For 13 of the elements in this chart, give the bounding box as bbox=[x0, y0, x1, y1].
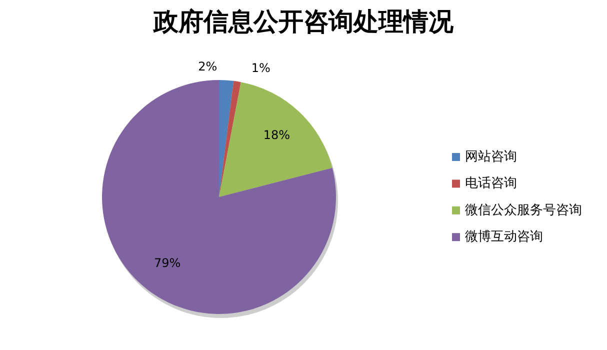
data-label: 79% bbox=[154, 256, 181, 270]
legend-label: 微博互动咨询 bbox=[465, 230, 543, 245]
legend-label: 网站咨询 bbox=[465, 150, 517, 165]
legend-label: 电话咨询 bbox=[465, 176, 517, 192]
data-label: 2% bbox=[198, 60, 218, 74]
pie-slice bbox=[219, 80, 234, 197]
pie-slice bbox=[219, 82, 332, 197]
pie-slice bbox=[102, 80, 336, 314]
legend-label: 微信公众服务号咨询 bbox=[465, 202, 582, 218]
data-label: 1% bbox=[251, 60, 270, 75]
data-label: 18% bbox=[263, 128, 290, 142]
chart-title: 政府信息公开咨询处理情况 bbox=[152, 7, 454, 36]
pie-slice bbox=[219, 80, 241, 197]
